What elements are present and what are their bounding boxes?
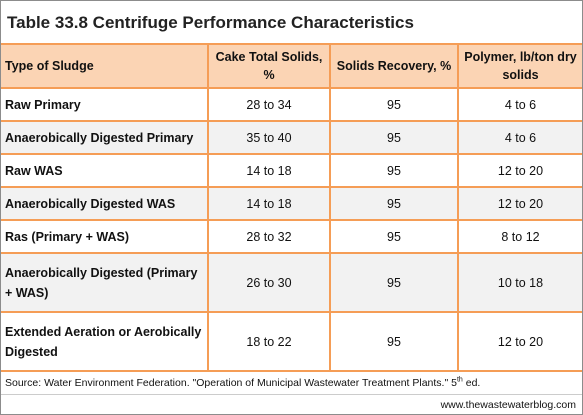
row-label: Extended Aeration or Aerobically Digeste… xyxy=(1,312,209,372)
table-cell: 12 to 20 xyxy=(458,312,582,372)
row-label: Anaerobically Digested Primary xyxy=(1,121,209,155)
source-text: Source: Water Environment Federation. "O… xyxy=(5,377,457,389)
header-cell: Solids Recovery, % xyxy=(330,45,459,89)
table-cell: 12 to 20 xyxy=(458,154,582,188)
table-cell: 28 to 32 xyxy=(208,220,331,254)
table-cell: 35 to 40 xyxy=(208,121,331,155)
table-cell: 95 xyxy=(330,121,459,155)
row-label: Anaerobically Digested (Primary + WAS) xyxy=(1,253,209,313)
table-row: Ras (Primary + WAS) 28 to 32 95 8 to 12 xyxy=(1,220,582,254)
table-cell: 95 xyxy=(330,154,459,188)
table-row: Anaerobically Digested (Primary + WAS) 26… xyxy=(1,253,582,313)
header-cell: Polymer, lb/ton dry solids xyxy=(458,45,582,89)
source-suffix: ed. xyxy=(462,377,481,389)
table: Type of Sludge Cake Total Solids, % Solids… xyxy=(1,45,582,372)
table-row: Anaerobically Digested WAS 14 to 18 95 12 t… xyxy=(1,187,582,221)
table-cell: 4 to 6 xyxy=(458,121,582,155)
table-cell: 95 xyxy=(330,220,459,254)
table-row: Extended Aeration or Aerobically Digeste… xyxy=(1,312,582,372)
website: www.thewastewaterblog.com xyxy=(440,399,576,411)
table-cell: 14 to 18 xyxy=(208,154,331,188)
table-title: Table 33.8 Centrifuge Performance Charac… xyxy=(1,1,582,45)
table-row: Anaerobically Digested Primary 35 to 40 95… xyxy=(1,121,582,155)
table-cell: 26 to 30 xyxy=(208,253,331,313)
table-cell: 14 to 18 xyxy=(208,187,331,221)
table-cell: 18 to 22 xyxy=(208,312,331,372)
table-cell: 95 xyxy=(330,88,459,122)
row-label: Raw WAS xyxy=(1,154,209,188)
table-cell: 12 to 20 xyxy=(458,187,582,221)
table-cell: 10 to 18 xyxy=(458,253,582,313)
header-cell: Type of Sludge xyxy=(1,45,209,89)
table-row: Raw WAS 14 to 18 95 12 to 20 xyxy=(1,154,582,188)
row-label: Anaerobically Digested WAS xyxy=(1,187,209,221)
table-cell: 8 to 12 xyxy=(458,220,582,254)
row-label: Raw Primary xyxy=(1,88,209,122)
header-cell: Cake Total Solids, % xyxy=(208,45,331,89)
source-superscript: th xyxy=(456,376,463,384)
table-cell: 95 xyxy=(330,253,459,313)
table-cell: 4 to 6 xyxy=(458,88,582,122)
table-row: Raw Primary 28 to 34 95 4 to 6 xyxy=(1,88,582,122)
source-note: Source: Water Environment Federation. "O… xyxy=(1,372,582,395)
table-cell: 95 xyxy=(330,312,459,372)
header-row: Type of Sludge Cake Total Solids, % Solids… xyxy=(1,45,582,89)
table-cell: 95 xyxy=(330,187,459,221)
table-cell: 28 to 34 xyxy=(208,88,331,122)
row-label: Ras (Primary + WAS) xyxy=(1,220,209,254)
